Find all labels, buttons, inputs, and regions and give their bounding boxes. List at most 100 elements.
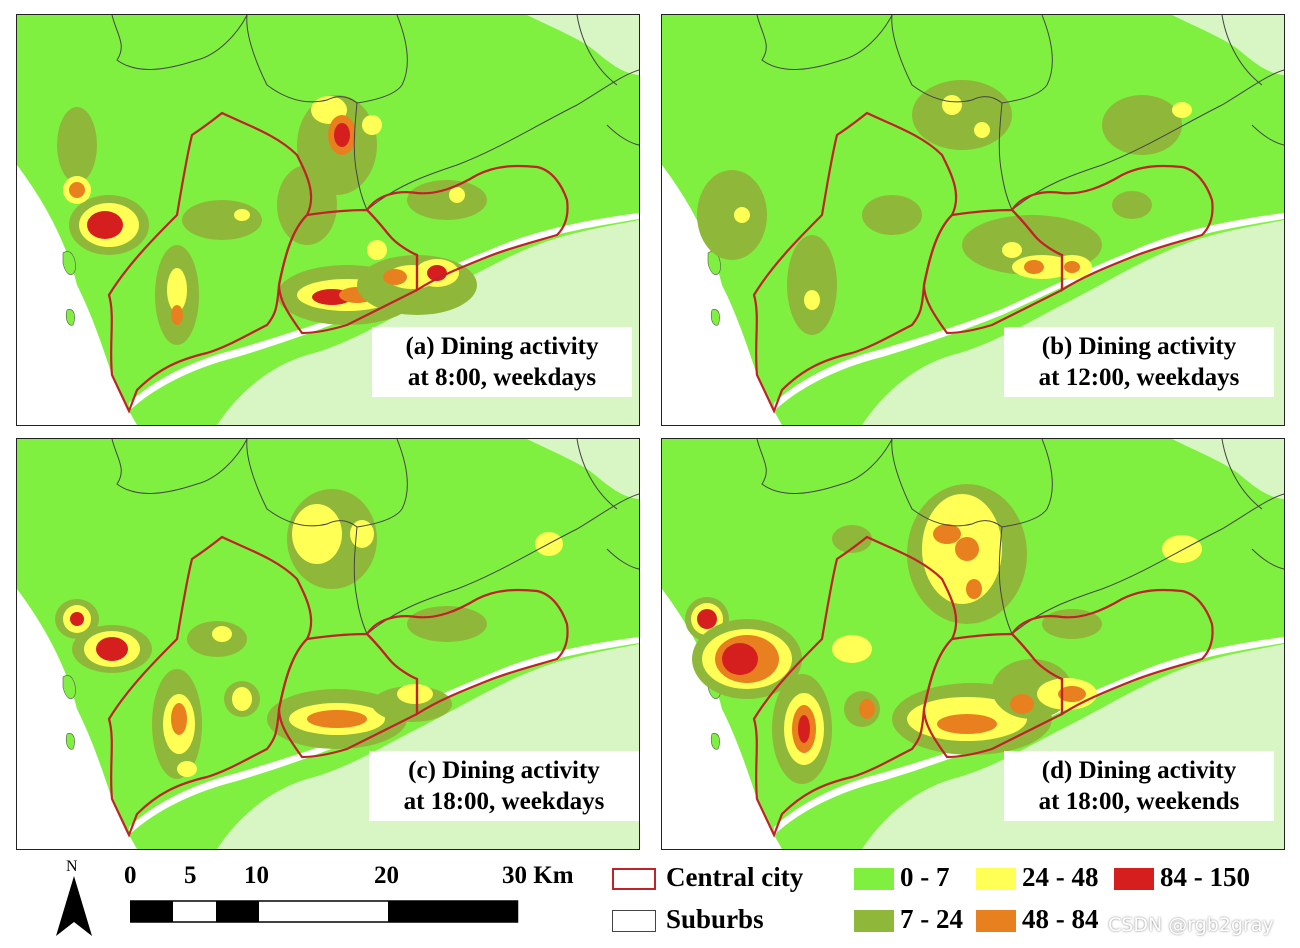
density-hotspot [307, 710, 367, 728]
density-hotspot [1010, 694, 1034, 714]
density-hotspot [942, 95, 962, 115]
caption-line-2: at 12:00, weekdays [1038, 364, 1240, 391]
density-hotspot [277, 165, 337, 245]
scale-label-30: 30 Km [502, 862, 574, 889]
suburb-boundary [1001, 439, 1053, 528]
density-hotspot [171, 305, 183, 325]
density-hotspot [212, 626, 232, 642]
boundary-legend: Central city Suburbs [608, 862, 838, 942]
suburb-boundary [756, 439, 893, 494]
density-swatch-48-84 [976, 910, 1016, 932]
suburb-boundary [356, 15, 408, 104]
northern-landmass [1172, 439, 1284, 499]
density-hotspots [57, 95, 487, 345]
central-city-boundary [107, 535, 313, 838]
density-hotspot [912, 80, 1012, 150]
western-sea [662, 165, 782, 425]
density-hotspot [933, 524, 961, 544]
north-label: N [66, 858, 78, 875]
density-label-48-84: 48 - 84 [1022, 904, 1099, 934]
map-panel-c: (c) Dining activity at 18:00, weekdays [16, 438, 640, 850]
suburb-boundary [1251, 124, 1284, 146]
density-hotspot [407, 606, 487, 642]
density-hotspot [383, 269, 407, 285]
density-hotspot [734, 207, 750, 223]
density-swatch-0-7 [854, 868, 894, 890]
suburb-boundary [246, 15, 358, 104]
suburb-boundary [606, 548, 639, 570]
density-hotspot [96, 637, 128, 661]
density-hotspot [182, 200, 262, 240]
caption-line-2: at 18:00, weekdays [403, 788, 605, 815]
density-hotspot [232, 687, 252, 711]
density-hotspot [974, 122, 990, 138]
density-hotspot [70, 612, 84, 626]
density-hotspot [787, 235, 837, 335]
central-city-boundary [107, 111, 313, 414]
central-city-boundary [365, 164, 569, 293]
scale-bar-graphic [130, 900, 519, 923]
suburb-boundary [356, 439, 408, 528]
density-hotspot [177, 761, 197, 777]
central-city-boundary [1010, 164, 1214, 293]
map-a [17, 15, 639, 425]
northern-landmass [527, 15, 639, 75]
island [62, 675, 76, 699]
density-hotspot [955, 537, 979, 561]
north-arrow-icon [56, 876, 92, 936]
central-city-swatch [612, 868, 656, 890]
suburb-boundary [576, 15, 618, 86]
island [65, 309, 75, 326]
suburb-boundary [111, 15, 248, 70]
density-label-0-7: 0 - 7 [900, 862, 950, 892]
suburb-boundary [1221, 439, 1263, 510]
western-sea [17, 165, 137, 425]
density-hotspot [804, 290, 820, 310]
northern-landmass [527, 439, 639, 499]
suburb-boundary [353, 526, 368, 635]
density-hotspot [832, 525, 872, 553]
density-hotspot [966, 579, 982, 599]
density-hotspot [1172, 102, 1192, 118]
density-hotspot [832, 635, 872, 663]
density-hotspot [722, 643, 758, 675]
map-panel-a: (a) Dining activity at 8:00, weekdays [16, 14, 640, 426]
density-hotspot [1002, 242, 1022, 258]
caption-line-1: (a) Dining activity [405, 333, 599, 360]
suburb-boundary [353, 102, 368, 211]
density-hotspot [1162, 535, 1202, 563]
density-hotspot [69, 182, 85, 198]
density-hotspot [362, 115, 382, 135]
suburb-boundary [891, 439, 1003, 528]
suburbs-label: Suburbs [666, 904, 764, 934]
density-hotspot [334, 123, 350, 147]
caption-line-1: (d) Dining activity [1041, 757, 1237, 784]
density-hotspots [55, 489, 563, 779]
density-swatch-84-150 [1114, 868, 1154, 890]
scale-bar: 0 5 10 20 30 Km [120, 862, 590, 932]
density-hotspot [449, 187, 465, 203]
central-city-label: Central city [666, 862, 804, 892]
density-hotspot [397, 684, 433, 704]
panel-caption: (c) Dining activity at 18:00, weekdays [369, 751, 639, 821]
density-hotspot [1024, 260, 1044, 274]
island [710, 733, 720, 750]
density-swatch-24-48 [976, 868, 1016, 890]
central-city-boundary [1010, 588, 1214, 717]
density-hotspot [87, 211, 123, 239]
island [710, 309, 720, 326]
suburbs-swatch [612, 910, 656, 932]
suburb-boundary [891, 15, 1003, 104]
suburb-boundary [1001, 15, 1053, 104]
map-panel-b: (b) Dining activity at 12:00, weekdays [661, 14, 1285, 426]
north-arrow: N [54, 858, 94, 940]
suburb-boundary [1251, 548, 1284, 570]
northern-landmass [1172, 15, 1284, 75]
scale-label-5: 5 [184, 862, 197, 889]
suburb-boundary [1221, 15, 1263, 86]
central-city-boundary [752, 535, 958, 838]
density-hotspot [1064, 261, 1080, 273]
density-hotspot [697, 609, 717, 629]
map-panel-d: (d) Dining activity at 18:00, weekends [661, 438, 1285, 850]
panel-caption: (a) Dining activity at 8:00, weekdays [372, 327, 632, 397]
